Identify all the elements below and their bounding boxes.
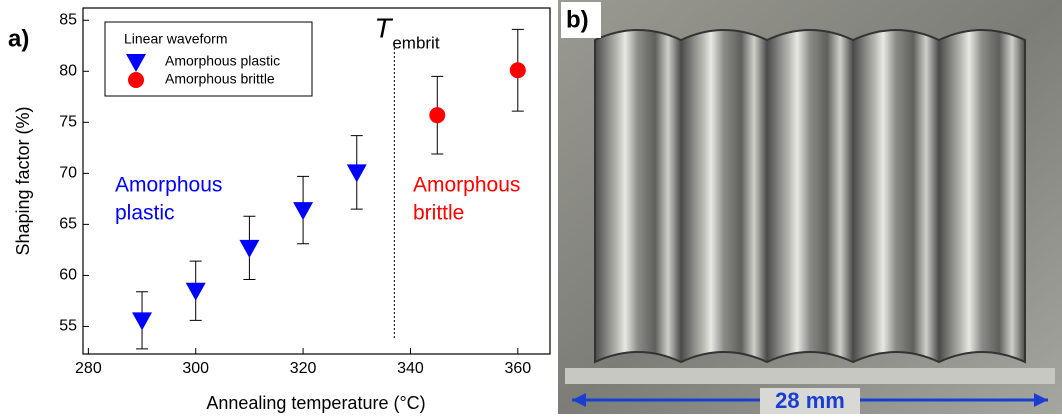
scale-label: 28 mm xyxy=(775,388,845,413)
threshold-subscript: embrit xyxy=(392,33,440,52)
point xyxy=(509,62,526,79)
point xyxy=(239,239,260,258)
point xyxy=(185,282,206,301)
y-tick-label: 80 xyxy=(59,62,77,79)
y-tick-label: 65 xyxy=(59,216,77,233)
label-background xyxy=(561,2,601,38)
legend-label: Amorphous brittle xyxy=(165,71,275,87)
y-tick-label: 75 xyxy=(59,114,77,131)
scale-label-background xyxy=(760,388,860,414)
point xyxy=(429,107,446,124)
panel-label: b) xyxy=(566,6,589,33)
point xyxy=(132,312,153,331)
x-tick-label: 320 xyxy=(290,360,317,377)
legend-label: Amorphous plastic xyxy=(165,53,280,69)
x-tick-label: 340 xyxy=(397,360,424,377)
y-axis-label: Shaping factor (%) xyxy=(13,106,33,255)
annotation: Amorphous xyxy=(115,174,222,197)
x-tick-label: 300 xyxy=(182,360,209,377)
y-tick-label: 85 xyxy=(59,11,77,28)
legend-marker xyxy=(128,72,144,88)
photo-panel: b) 28 mm xyxy=(558,0,1062,414)
x-tick-label: 280 xyxy=(75,360,102,377)
panel-label: a) xyxy=(8,25,29,52)
annotation: plastic xyxy=(115,202,175,225)
legend-title: Linear waveform xyxy=(124,31,228,47)
corrugated-plate xyxy=(594,29,1026,364)
point xyxy=(293,202,314,221)
legend-marker xyxy=(126,54,146,72)
threshold-label: T xyxy=(374,12,393,43)
x-axis-label: Annealing temperature (°C) xyxy=(206,393,425,413)
annotation: brittle xyxy=(413,202,464,225)
y-tick-label: 55 xyxy=(59,318,77,335)
plot-frame xyxy=(82,7,551,355)
x-tick-label: 360 xyxy=(504,360,531,377)
annotation: Amorphous xyxy=(413,174,520,197)
y-tick-label: 60 xyxy=(59,267,77,284)
y-tick-label: 70 xyxy=(59,165,77,182)
plate-base xyxy=(565,368,1055,384)
point xyxy=(346,164,367,183)
